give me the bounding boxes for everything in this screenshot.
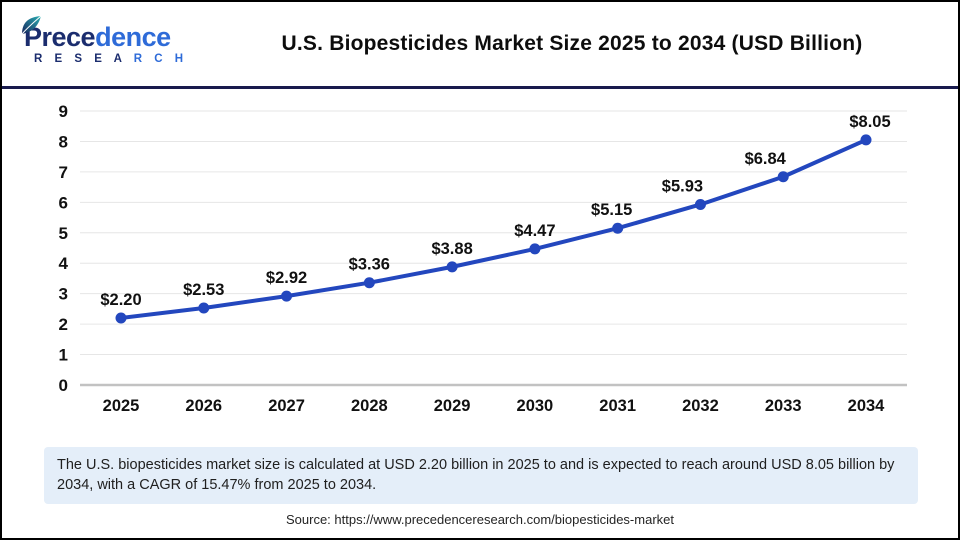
data-point-2029 [446,261,458,273]
chart-title: U.S. Biopesticides Market Size 2025 to 2… [281,32,863,55]
x-tick-label-2025: 2025 [103,397,140,415]
header: Precedence R E S E A R C H U.S. Biopesti… [2,2,958,89]
market-size-line-chart: 0 1 2 3 4 5 6 7 8 9 2025 2026 2027 2028 2029 2030 2031 20… [59,102,907,415]
y-tick-label-0: 0 [59,376,68,395]
data-point-2032 [694,198,706,210]
data-point-2028 [363,277,375,289]
logo-subtext: R E S E A R C H [24,53,214,65]
logo-subtext-secondary: R C H [133,53,188,66]
x-tick-label-2027: 2027 [268,397,305,415]
y-tick-label-4: 4 [59,254,69,273]
data-point-2027 [281,290,293,302]
data-label-2031: $5.15 [591,201,632,219]
y-tick-label-5: 5 [59,224,68,243]
data-label-2030: $4.47 [514,222,555,240]
x-tick-label-2028: 2028 [351,397,388,415]
data-label-2033: $6.84 [745,150,787,168]
y-tick-label-8: 8 [59,132,68,151]
data-point-2033 [777,171,789,183]
x-tick-label-2026: 2026 [185,397,222,415]
data-label-2025: $2.20 [100,291,141,309]
data-label-2028: $3.36 [349,256,390,274]
data-point-2034 [860,134,872,146]
data-point-2030 [529,243,541,255]
x-tick-label-2034: 2034 [848,397,886,415]
source-text: Source: https://www.precedenceresearch.c… [285,511,674,527]
y-tick-label-7: 7 [59,163,68,182]
logo-wordmark: Precedence [21,15,214,52]
y-tick-label-3: 3 [59,285,68,304]
x-tick-label-2033: 2033 [765,397,802,415]
brand-logo: Precedence R E S E A R C H [21,15,214,65]
logo-subtext-primary: R E S E A [34,53,134,66]
logo-text-primary: Prece [24,21,96,52]
x-tick-label-2032: 2032 [682,397,719,415]
y-tick-label-2: 2 [59,315,68,334]
logo-text-secondary: dence [95,21,171,52]
x-tick-label-2029: 2029 [434,397,471,415]
data-point-2031 [612,222,624,234]
summary-note: The U.S. biopesticides market size is ca… [44,447,918,504]
data-label-2027: $2.92 [266,269,307,287]
trend-line [119,137,868,321]
data-label-2026: $2.53 [183,281,224,299]
data-label-2034: $8.05 [849,113,890,131]
leaf-icon [20,12,42,40]
y-tick-label-6: 6 [59,193,68,212]
data-point-2025 [115,312,127,324]
data-point-2026 [198,302,210,314]
x-tick-label-2030: 2030 [517,397,554,415]
data-label-2029: $3.88 [431,240,472,258]
x-tick-label-2031: 2031 [599,397,636,415]
y-tick-label-1: 1 [59,346,68,365]
data-label-2032: $5.93 [662,177,703,195]
y-tick-label-9: 9 [59,102,68,121]
